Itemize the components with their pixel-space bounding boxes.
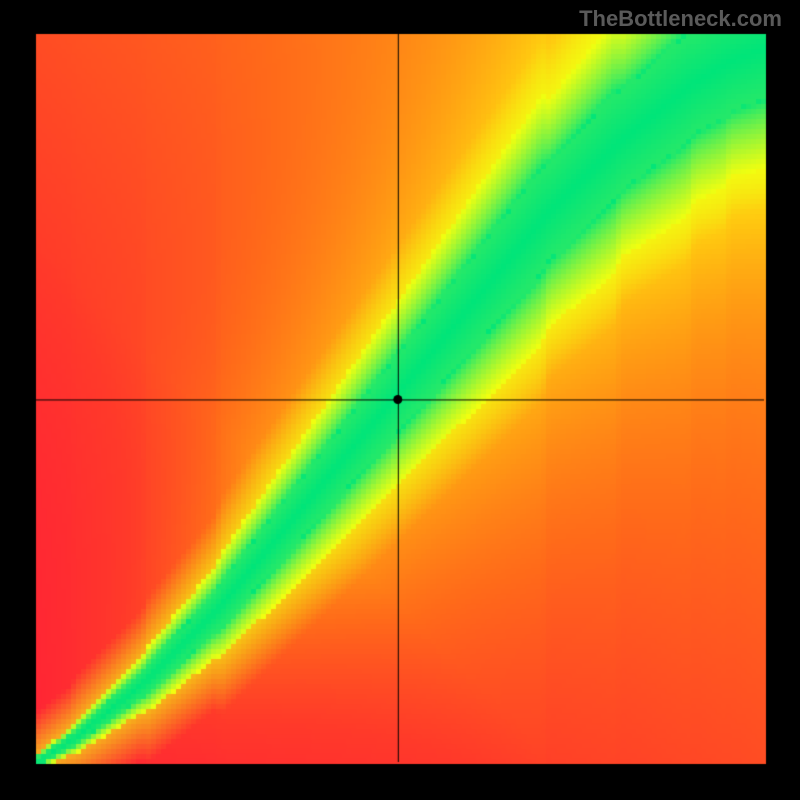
heatmap-canvas xyxy=(0,0,800,800)
chart-container: TheBottleneck.com xyxy=(0,0,800,800)
watermark-text: TheBottleneck.com xyxy=(579,6,782,32)
